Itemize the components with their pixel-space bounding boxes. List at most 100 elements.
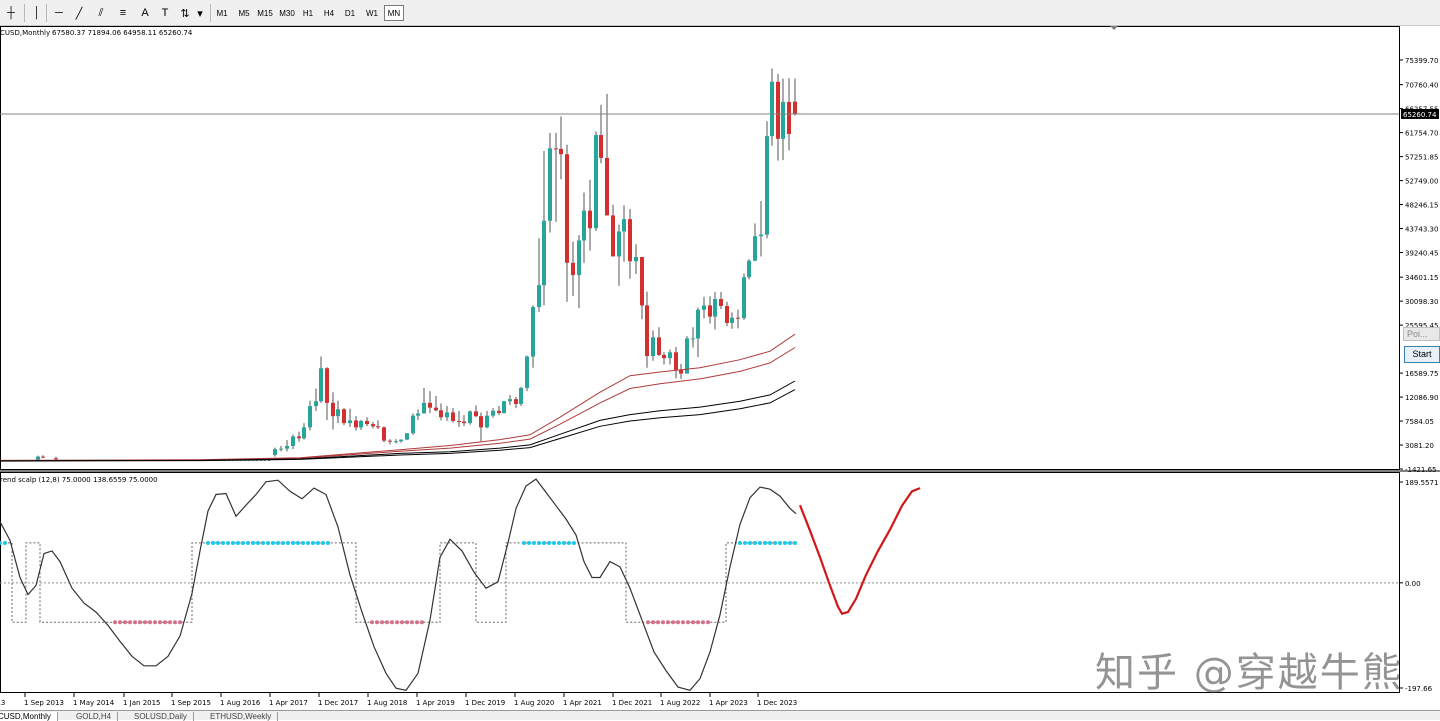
date-tick-label: 1 Dec 2023 [757,699,797,707]
price-tick-label: 34601.15 [1405,274,1438,282]
candle-body [451,412,455,421]
candle-body [331,402,335,417]
candle [416,409,420,420]
pink-signal-dot [415,620,419,625]
moving-averages [0,333,796,462]
date-tick-label: 1 Apr 2023 [709,699,748,707]
candle-body [776,81,780,139]
candle [634,244,638,275]
chart-tab[interactable]: ETHUSD,Weekly [204,712,279,721]
candle-body [514,399,518,404]
candle [331,392,335,430]
vertical-line-icon[interactable]: │ [33,7,41,19]
date-tick-label: 1 Apr 2019 [416,699,455,707]
symbol-info: CUSD,Monthly [0,29,50,37]
cyan-signal-dot [567,540,571,545]
chart-area[interactable]: CUSD,Monthly 67580.37 71894.06 64958.11 … [0,26,1440,710]
timeframe-w1-button[interactable]: W1 [366,8,378,18]
moving-average-line [0,389,796,462]
trendline-icon[interactable]: ╱ [75,7,83,20]
pink-signal-dot [656,620,660,625]
cyan-signal-dot [286,540,290,545]
candle [599,104,603,164]
candle-body [394,441,398,443]
candle [736,309,740,329]
text-label-icon[interactable]: T [161,7,169,19]
cyan-signal-dot [748,540,752,545]
candle [319,356,323,403]
candle-body [657,337,661,355]
chart-shift-marker[interactable] [1110,26,1118,30]
cyan-signal-dot [311,540,315,545]
crosshair-icon[interactable]: ┼ [7,7,15,19]
indicator-pane: 189.5571 0.00 -197.66 [0,478,1438,693]
main-chart-frame [0,26,1400,470]
horizontal-line-icon[interactable]: ─ [55,7,63,19]
fibonacci-icon[interactable]: ≡ [119,7,127,19]
timeframe-m15-button[interactable]: M15 [257,8,273,18]
timeframe-mn-button[interactable]: MN [384,5,404,21]
date-tick-label: 1 Dec 2017 [318,699,358,707]
candle [594,131,598,231]
candle-body [336,409,340,417]
candle [434,395,438,412]
candle-body [422,402,426,414]
text-icon[interactable]: A [141,7,149,19]
candle-body [645,305,649,357]
start-button[interactable]: Start [1404,346,1440,363]
pink-signal-dot [168,620,172,625]
pink-signal-dot [158,620,162,625]
candle-body [747,260,751,278]
cyan-signal-dot [316,540,320,545]
points-button[interactable]: Poi... [1403,327,1440,341]
candle-body [679,369,683,374]
channel-icon[interactable]: ⫽ [98,6,104,19]
chart-tab[interactable]: GOLD,H4 [70,712,119,721]
pink-signal-dot [148,620,152,625]
candle [376,420,380,429]
candle-body [519,387,523,404]
date-tick-label: 1 Apr 2021 [563,699,602,707]
timeframe-h1-button[interactable]: H1 [302,8,314,18]
cyan-signal-dot [216,540,220,545]
candle-body [508,399,512,402]
timeframe-m5-button[interactable]: M5 [238,8,250,18]
candle [548,132,552,233]
candle-body [325,368,329,403]
candle-body [479,416,483,428]
candle-body [781,102,785,139]
chart-tab[interactable]: CUSD,Monthly [0,712,58,721]
candle [497,406,501,416]
timeframe-d1-button[interactable]: D1 [344,8,356,18]
timeframe-m30-button[interactable]: M30 [279,8,295,18]
price-axis: 75399.7070760.4066257.5561754.7057251.85… [1399,57,1438,474]
candle-body [611,215,615,257]
chart-tab[interactable]: SOLUSD,Daily [128,712,194,721]
pink-signal-dot [696,620,700,625]
candle [559,116,563,180]
arrows-icon[interactable]: ⇅ [180,7,190,20]
cyan-signal-dot [532,540,536,545]
price-tick-label: 48246.15 [1405,202,1438,210]
cyan-signal-dot [0,540,2,545]
toolbar-separator [24,4,25,22]
candle [519,386,523,407]
timeframe-h4-button[interactable]: H4 [323,8,335,18]
cyan-signal-dot [251,540,255,545]
timeframe-m1-button[interactable]: M1 [216,8,228,18]
cyan-signal-dot [306,540,310,545]
price-tick-label: 52749.00 [1405,178,1438,186]
date-tick-label: 1 Aug 2016 [220,699,261,707]
pink-signal-dot [153,620,157,625]
candle [719,292,723,310]
price-tick-label: 43743.30 [1405,226,1438,234]
candle [365,417,369,427]
candle-body [765,136,769,235]
candle-body [365,420,369,425]
date-axis: 013 1 Sep 2013 1 May 2014 1 Jan 2015 1 Sep 2… [0,693,797,707]
price-tick-label: 3081.20 [1405,442,1434,450]
candle-body [468,411,472,424]
signal-step-line [0,542,796,623]
dropdown-arrow-icon[interactable]: ▾ [197,7,203,20]
cyan-signal-dot [763,540,767,545]
